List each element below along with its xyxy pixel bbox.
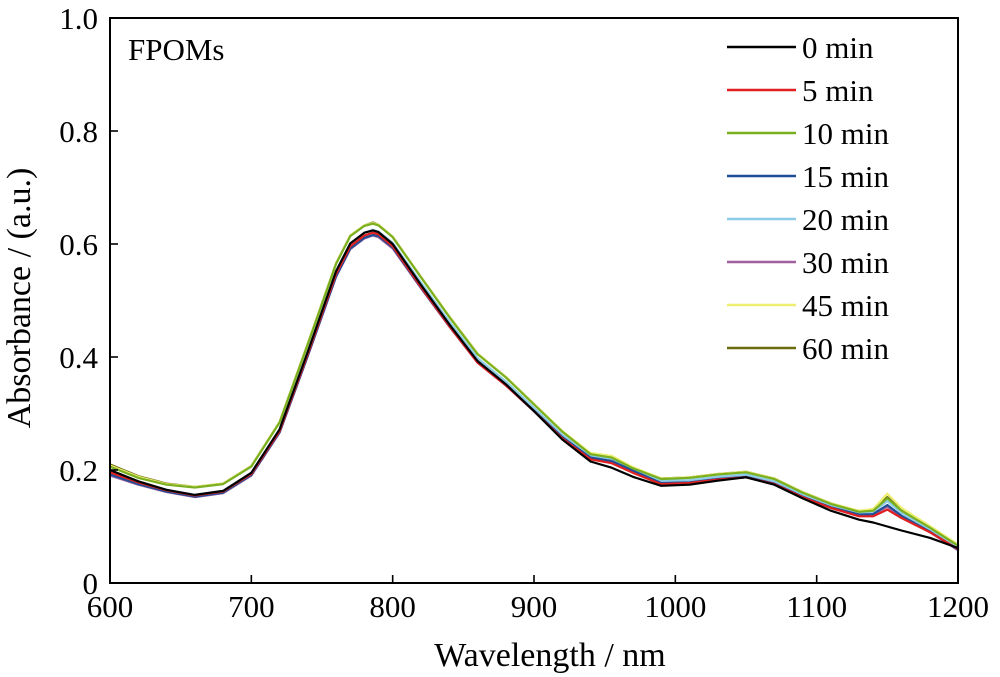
legend-label: 5 min [802,73,874,108]
legend-label: 15 min [802,159,889,194]
x-tick-label: 1000 [644,589,706,624]
x-tick-label: 1200 [927,589,989,624]
y-tick-label: 0.8 [59,114,98,149]
x-axis-title: Wavelength / nm [434,637,665,674]
series-layer [108,221,960,552]
series-line-5-min [108,231,960,551]
y-axis-title: Absorbance / (a.u.) [1,168,38,429]
x-tick-label: 600 [87,589,134,624]
y-tick-label: 0 [83,566,99,601]
legend-label: 60 min [802,331,889,366]
chart-annotation: FPOMs [128,32,225,67]
x-tick-label: 1100 [786,589,847,624]
y-tick-label: 0.2 [59,453,98,488]
legend-label: 0 min [802,30,874,65]
x-tick-label: 700 [228,589,275,624]
x-tick-label: 800 [369,589,416,624]
series-line-10-min [108,222,960,547]
series-line-0-min [108,229,960,550]
ticks-layer: 600 700 800 900 1000 1100 1200 0 0.2 0.4 0.6 0.8 1.0 [59,1,989,624]
y-tick-label: 0.6 [59,227,98,262]
legend-label: 20 min [802,202,889,237]
y-tick-label: 0.4 [59,340,98,375]
legend-label: 30 min [802,245,889,280]
y-tick-label: 1.0 [59,1,98,36]
legend: 0 min 5 min 10 min 15 min 20 min 30 min 45 min… [727,30,889,366]
legend-label: 45 min [802,288,889,323]
x-tick-label: 900 [511,589,558,624]
legend-label: 10 min [802,116,889,151]
